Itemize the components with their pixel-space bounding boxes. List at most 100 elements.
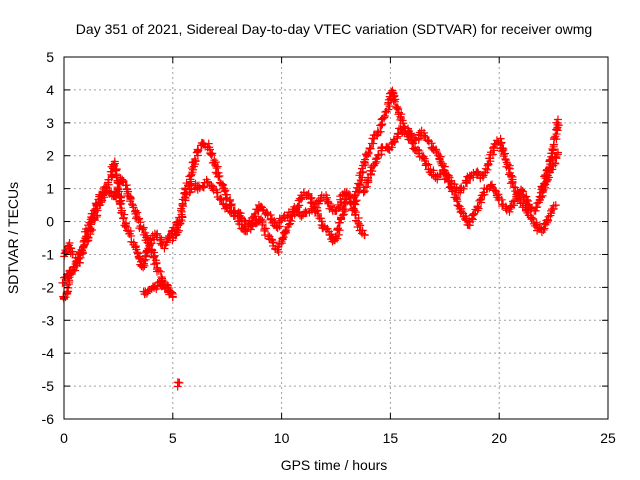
data-point (217, 179, 226, 188)
y-tick-label: -2 (42, 279, 55, 295)
x-axis-label: GPS time / hours (281, 457, 388, 473)
data-point (207, 151, 216, 160)
data-point (510, 196, 519, 205)
data-point (189, 165, 198, 174)
data-point (402, 130, 411, 139)
data-point (257, 215, 266, 224)
data-point (506, 203, 515, 212)
data-point (356, 221, 365, 230)
data-point (213, 162, 222, 171)
data-point (140, 256, 149, 265)
data-point (193, 185, 202, 194)
data-point (260, 226, 269, 235)
x-tick-label: 15 (383, 430, 399, 446)
data-point (63, 288, 72, 297)
data-point (364, 174, 373, 183)
data-point (216, 194, 225, 203)
data-point (497, 138, 506, 147)
data-point (199, 183, 208, 192)
data-point (380, 113, 389, 122)
data-point (509, 197, 518, 206)
data-point (388, 86, 397, 95)
data-point (406, 131, 415, 140)
data-point (501, 154, 510, 163)
data-point (112, 189, 121, 198)
data-point (175, 378, 184, 387)
data-point (107, 187, 116, 196)
data-point (483, 161, 492, 170)
data-point (222, 203, 231, 212)
data-point (314, 197, 323, 206)
data-point (432, 146, 441, 155)
data-point (173, 228, 182, 237)
data-point (522, 192, 531, 201)
data-point (420, 154, 429, 163)
data-point (208, 184, 217, 193)
data-point (448, 187, 457, 196)
y-tick-label: 2 (46, 148, 54, 164)
y-tick-label: -4 (42, 345, 55, 361)
data-point (284, 220, 293, 229)
y-tick-label: 1 (46, 181, 54, 197)
data-point (217, 195, 226, 204)
data-point (547, 165, 556, 174)
data-point (335, 226, 344, 235)
x-tick-labels: 0 5 10 15 20 25 (60, 430, 616, 446)
data-point (294, 207, 303, 216)
y-tick-label: 5 (46, 49, 54, 65)
data-point (336, 202, 345, 211)
data-point (206, 150, 215, 159)
data-point (368, 167, 377, 176)
data-point (365, 144, 374, 153)
chart-title: Day 351 of 2021, Sidereal Day-to-day VTE… (76, 21, 592, 37)
data-point (361, 183, 370, 192)
data-point (371, 155, 380, 164)
data-point (258, 220, 267, 229)
data-point (167, 229, 176, 238)
data-point (382, 107, 391, 116)
data-point (122, 222, 131, 231)
data-point (551, 132, 560, 141)
data-point (166, 287, 175, 296)
data-point (193, 145, 202, 154)
data-point (388, 138, 397, 147)
data-point (119, 214, 128, 223)
data-point (518, 186, 527, 195)
data-point (156, 267, 165, 276)
data-point (553, 148, 562, 157)
data-point (142, 231, 151, 240)
y-tick-label: -6 (42, 411, 55, 427)
data-point (281, 227, 290, 236)
y-tick-label: -1 (42, 246, 55, 262)
data-point (152, 259, 161, 268)
y-tick-label: 4 (46, 82, 54, 98)
data-point (539, 225, 548, 234)
data-point (551, 201, 560, 210)
data-point (473, 203, 482, 212)
data-point (408, 139, 417, 148)
y-tick-label: -5 (42, 378, 55, 394)
data-point (334, 230, 343, 239)
data-point (527, 213, 536, 222)
data-point (134, 253, 143, 262)
data-point (264, 230, 273, 239)
data-point (508, 178, 517, 187)
data-point (88, 213, 97, 222)
data-point (191, 179, 200, 188)
data-point (362, 178, 371, 187)
data-point (89, 206, 98, 215)
x-tick-label: 0 (60, 430, 68, 446)
data-point (509, 201, 518, 210)
data-point (160, 244, 169, 253)
y-tick-label: 0 (46, 214, 54, 230)
data-point (109, 160, 118, 169)
y-tick-label: -3 (42, 312, 55, 328)
y-tick-label: 3 (46, 115, 54, 131)
data-point (385, 102, 394, 111)
data-point (377, 146, 386, 155)
data-point (226, 206, 235, 215)
data-point (459, 184, 468, 193)
data-point (112, 173, 121, 182)
data-point (73, 253, 82, 262)
